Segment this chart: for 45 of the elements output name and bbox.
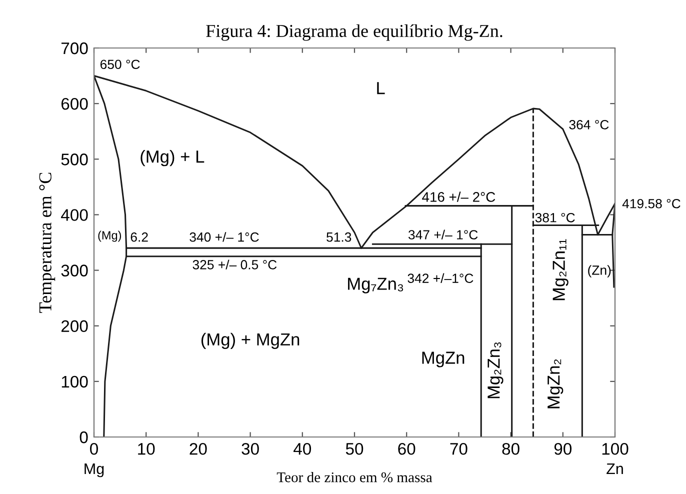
x-tick-label: 70 (450, 442, 468, 455)
annotation: MgZn₂ (548, 359, 564, 408)
y-tick-label: 100 (62, 376, 88, 388)
y-tick-label: 400 (61, 209, 88, 221)
y-tick-label: 600 (61, 98, 88, 110)
annotation: 325 +/– 0.5 °C (192, 260, 277, 270)
annotation: 364 °C (569, 120, 609, 130)
annotation: 650 °C (100, 60, 140, 70)
x-tick-label: 40 (294, 442, 312, 455)
x-tick-label: 80 (502, 442, 520, 455)
annotation: (Mg) + MgZn (201, 332, 300, 350)
annotation: (Mg) + L (140, 150, 204, 166)
annotation: 381 °C (535, 212, 575, 222)
annotation: 340 +/– 1°C (190, 232, 259, 242)
annotation: 342 +/–1°C (408, 273, 474, 283)
x-tick-label: 0 (90, 442, 98, 455)
y-tick-label: 500 (61, 154, 88, 166)
annotation: Mg₂Zn₃ (488, 342, 504, 398)
annotation: Mg₂Zn₁₁ (552, 239, 568, 300)
y-tick-label: 200 (61, 320, 88, 332)
text: 419.58 °C (622, 198, 680, 208)
text: Mg (84, 464, 104, 478)
annotation: 51.3 (326, 232, 352, 242)
x-tick-label: 50 (346, 442, 364, 455)
annotation: 416 +/– 2°C (422, 192, 496, 202)
chart-title: Figura 4: Diagrama de equilíbrio Mg-Zn. (206, 24, 502, 41)
annotation: 347 +/– 1°C (408, 230, 478, 240)
x-tick-label: 10 (138, 442, 155, 455)
y-tick-label: 300 (61, 264, 88, 276)
text: Zn (606, 464, 623, 474)
y-tick-label: 0 (80, 431, 88, 444)
annotation: (Zn) (588, 265, 611, 278)
x-tick-label: 90 (554, 442, 572, 455)
x-tick-label: 100 (602, 442, 628, 455)
x-tick-label: 20 (190, 442, 207, 455)
x-tick-label: 60 (398, 442, 416, 455)
annotation: Mg₇Zn₃ (348, 278, 404, 294)
annotation: 6.2 (130, 232, 148, 242)
y-axis-title: Temperatura em °C (39, 172, 56, 313)
annotation: (Mg) (98, 230, 122, 242)
annotation: L (377, 82, 385, 94)
annotation: MgZn (422, 352, 464, 368)
x-tick-label: 30 (242, 442, 259, 455)
x-axis-title: Teor de zinco em % massa (276, 472, 432, 482)
y-tick-label: 700 (61, 42, 88, 54)
